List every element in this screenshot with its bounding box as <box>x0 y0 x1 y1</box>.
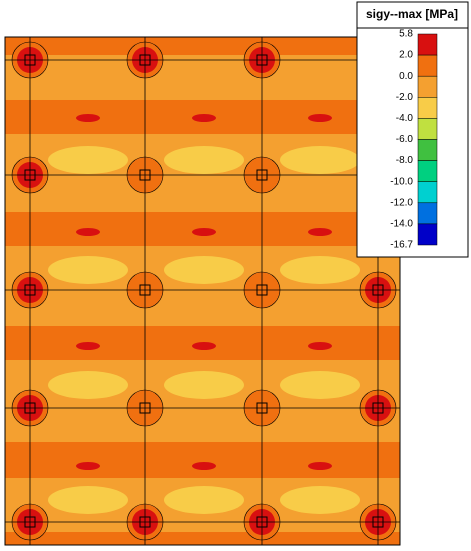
legend-swatch <box>417 223 438 246</box>
spot <box>308 342 332 350</box>
spot <box>76 342 100 350</box>
blob <box>164 486 244 514</box>
legend-label: -8.0 <box>396 155 414 166</box>
contour-plot <box>4 36 401 546</box>
band <box>5 442 400 478</box>
spot <box>76 228 100 236</box>
legend-label: -10.0 <box>390 176 413 187</box>
spot <box>76 114 100 122</box>
legend-label: -2.0 <box>396 92 414 103</box>
spot <box>308 114 332 122</box>
spot <box>192 114 216 122</box>
blob <box>280 486 360 514</box>
legend-label: 5.8 <box>399 29 413 40</box>
legend-label: 2.0 <box>399 50 413 61</box>
legend-frame <box>356 1 469 258</box>
spot <box>308 228 332 236</box>
legend-label: -14.0 <box>390 219 413 230</box>
legend-swatch <box>417 202 438 225</box>
spot <box>76 462 100 470</box>
blob <box>164 371 244 399</box>
blob <box>280 146 360 174</box>
blob <box>164 256 244 284</box>
legend-label: 0.0 <box>399 71 413 82</box>
spot <box>308 462 332 470</box>
blob <box>48 371 128 399</box>
region-border <box>4 36 401 546</box>
blob <box>48 486 128 514</box>
spot <box>192 462 216 470</box>
band <box>5 37 400 55</box>
legend-swatch <box>417 54 438 77</box>
legend-swatch <box>417 97 438 119</box>
legend-swatch <box>417 160 438 182</box>
legend-label: -4.0 <box>396 113 414 124</box>
legend-swatch <box>417 139 438 161</box>
legend-swatch <box>417 181 438 204</box>
blob <box>280 256 360 284</box>
legend-label: -6.0 <box>396 134 414 145</box>
blob <box>48 256 128 284</box>
legend-swatch <box>417 75 438 98</box>
legend-label: -16.7 <box>390 240 413 251</box>
spot <box>192 228 216 236</box>
blob <box>48 146 128 174</box>
band <box>5 532 400 545</box>
spot <box>192 342 216 350</box>
legend-label: -12.0 <box>390 197 413 208</box>
blob <box>164 146 244 174</box>
legend-swatch <box>417 118 438 140</box>
legend: sigy--max [MPa] 5.8 2.0 0.0 -2.0 -4.0 -6.0 -8.… <box>356 1 469 258</box>
blob <box>280 371 360 399</box>
legend-title: sigy--max [MPa] <box>366 7 458 21</box>
legend-swatch <box>417 33 438 56</box>
